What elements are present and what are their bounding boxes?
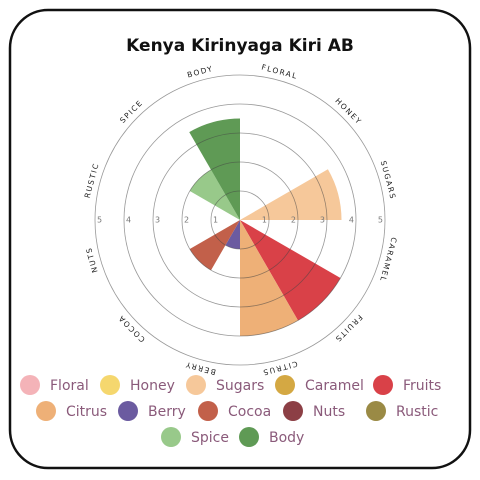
legend-label: Berry	[148, 404, 186, 420]
wedge	[225, 220, 240, 249]
legend-label: Body	[269, 430, 304, 446]
legend-label: Cocoa	[228, 404, 271, 420]
r-tick-label: 2	[291, 216, 296, 225]
grid-ring	[152, 132, 328, 308]
legend-swatch	[198, 401, 218, 421]
grid-ring	[210, 190, 270, 250]
r-tick-label: 3	[155, 216, 160, 225]
legend-label: Honey	[130, 378, 175, 394]
legend-swatch	[373, 375, 393, 395]
wedge	[240, 220, 341, 321]
legend-swatch	[118, 401, 138, 421]
legend-swatch	[366, 401, 386, 421]
grid-ring	[181, 161, 299, 279]
legend-swatch	[36, 401, 56, 421]
legend-swatch	[275, 375, 295, 395]
legend-label: Fruits	[403, 378, 441, 394]
r-tick-label: 1	[213, 216, 218, 225]
grid-ring	[94, 74, 386, 366]
wedge	[240, 220, 298, 336]
legend-label: Nuts	[313, 404, 345, 420]
legend-label: Floral	[50, 378, 89, 394]
wedge	[189, 220, 240, 271]
r-tick-label: 3	[320, 216, 325, 225]
grid-ring	[123, 103, 357, 337]
wedge	[189, 169, 240, 220]
legend-label: Rustic	[396, 404, 438, 420]
legend-swatch	[186, 375, 206, 395]
r-tick-label: 1	[262, 216, 267, 225]
legend-swatch	[239, 427, 259, 447]
r-tick-label: 5	[378, 216, 383, 225]
chart-title: Kenya Kirinyaga Kiri AB	[126, 36, 354, 56]
r-tick-label: 5	[97, 216, 102, 225]
legend-label: Sugars	[216, 378, 264, 394]
r-tick-label: 2	[184, 216, 189, 225]
legend-label: Caramel	[305, 378, 364, 394]
legend-swatch	[161, 427, 181, 447]
legend-swatch	[100, 375, 120, 395]
r-tick-label: 4	[126, 216, 131, 225]
r-tick-label: 4	[349, 216, 354, 225]
wedge	[189, 118, 240, 220]
legend-swatch	[283, 401, 303, 421]
legend-label: Spice	[191, 430, 229, 446]
wedge	[240, 169, 342, 220]
legend-swatch	[20, 375, 40, 395]
legend-label: Citrus	[66, 404, 107, 420]
